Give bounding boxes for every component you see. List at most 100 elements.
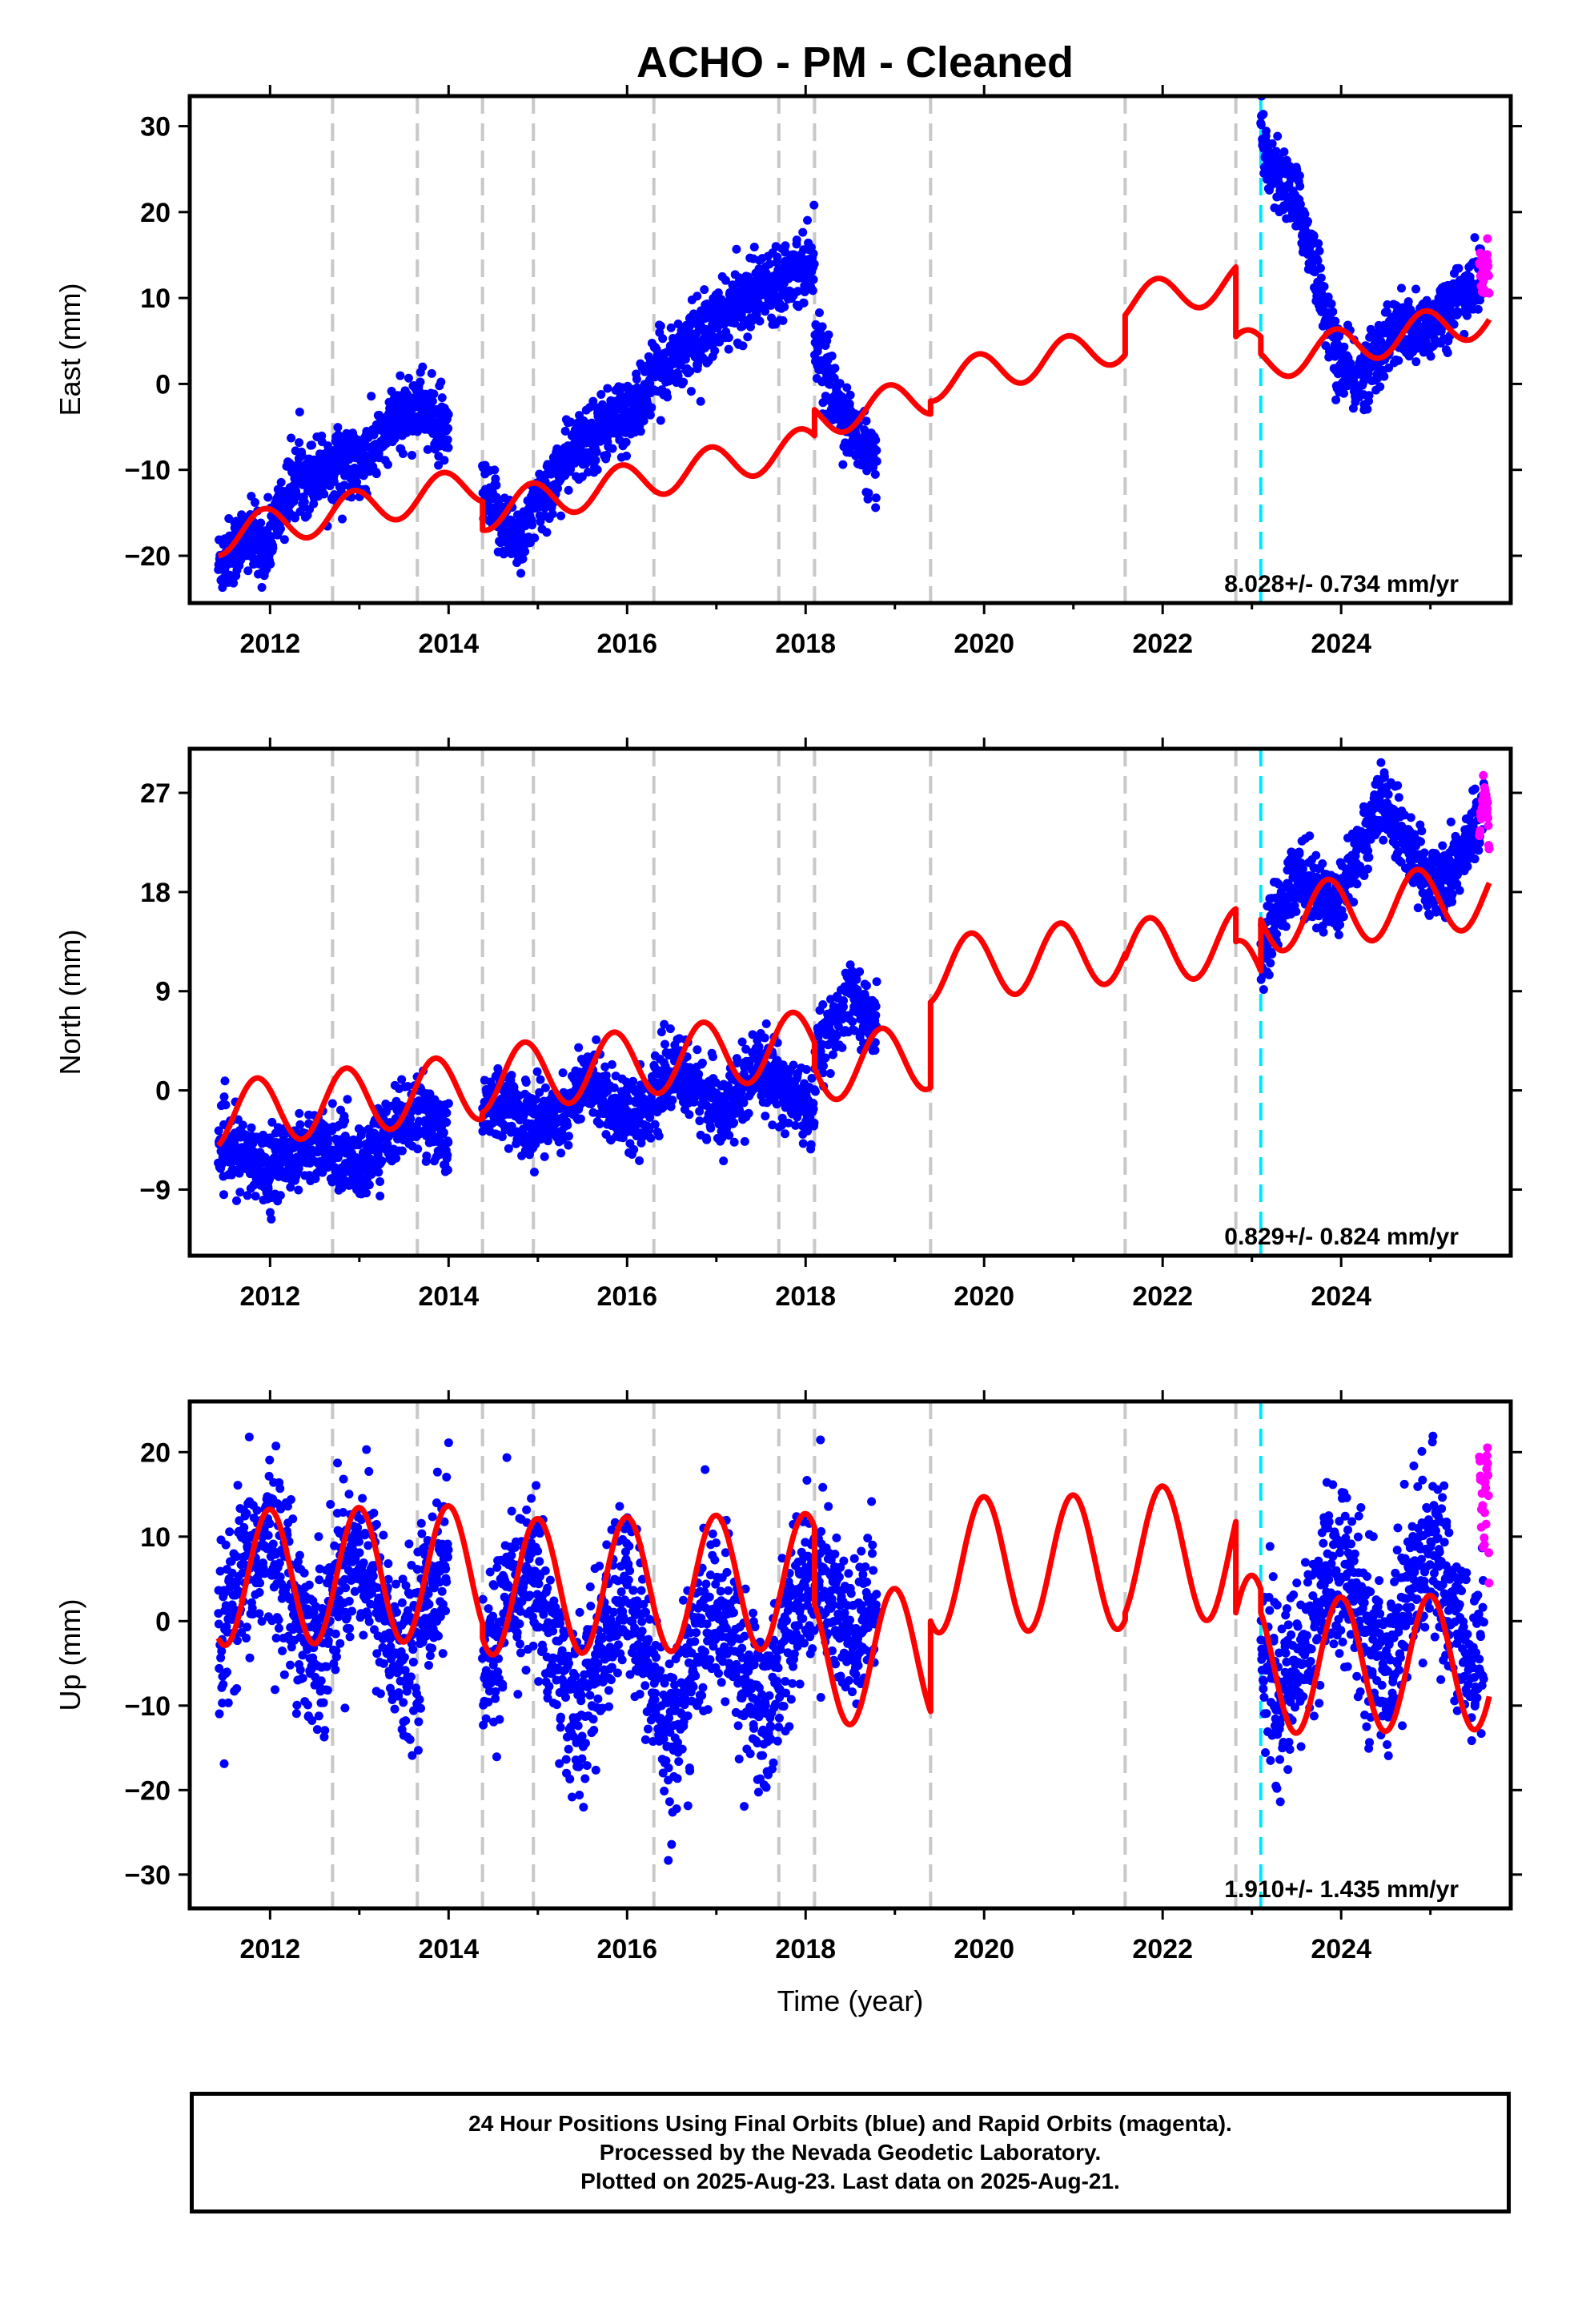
north-final-point [558, 1068, 568, 1078]
north-final-point [821, 1053, 830, 1063]
east-final-point [730, 319, 740, 328]
east-final-point [1323, 292, 1333, 302]
east-final-point [702, 299, 712, 308]
north-final-point [535, 1088, 544, 1097]
east-final-point [802, 273, 812, 283]
east-final-point [566, 417, 576, 427]
east-final-point [1375, 382, 1385, 392]
north-final-point [574, 1043, 584, 1052]
north-final-point [275, 1191, 285, 1200]
north-final-point [754, 1042, 764, 1051]
east-final-point [872, 456, 881, 466]
east-final-point [1363, 404, 1372, 414]
east-final-point [371, 469, 381, 479]
north-final-point [809, 1118, 819, 1128]
east-final-point [499, 549, 508, 559]
north-final-point [702, 1135, 712, 1144]
east-final-point [1261, 127, 1271, 136]
east-final-point [256, 518, 266, 528]
north-final-point [848, 1017, 857, 1027]
east-final-point [319, 489, 329, 499]
east-final-point [1411, 357, 1421, 367]
east-final-point [1295, 181, 1305, 191]
east-final-point [838, 460, 848, 469]
east-final-point [686, 387, 696, 396]
east-final-point [490, 465, 500, 475]
north-final-point [391, 1153, 401, 1163]
east-final-point [404, 373, 413, 383]
north-final-point [761, 1019, 771, 1028]
east-final-point [329, 476, 339, 486]
north-final-point [422, 1151, 432, 1160]
north-final-point [850, 1026, 860, 1035]
north-final-point [564, 1132, 573, 1141]
north-final-point [685, 1110, 694, 1120]
east-final-point [808, 286, 817, 296]
east-y-axis-label: East (mm) [54, 283, 86, 416]
north-final-point [507, 1071, 516, 1080]
east-final-point [696, 396, 705, 406]
east-final-point [830, 364, 840, 373]
east-final-point [845, 399, 854, 408]
east-final-point [542, 528, 552, 537]
north-final-point [695, 1116, 705, 1126]
east-final-point [279, 535, 289, 545]
north-final-point [621, 1077, 631, 1087]
east-final-point [871, 493, 881, 503]
east-final-point [1295, 199, 1305, 209]
north-final-point [666, 1102, 676, 1112]
north-final-point [238, 1120, 247, 1130]
east-final-point [1259, 110, 1268, 119]
north-final-point [219, 1190, 228, 1200]
north-final-point [529, 1168, 539, 1177]
east-final-point [444, 443, 453, 452]
north-final-point [650, 1120, 660, 1129]
north-final-point [748, 1030, 757, 1039]
east-final-point [645, 410, 655, 420]
east-final-point [1295, 171, 1304, 180]
east-y-tick-label: 20 [140, 198, 171, 228]
east-final-point [297, 451, 307, 460]
north-final-point [660, 1019, 669, 1029]
east-final-point [436, 377, 446, 387]
east-final-point [814, 308, 824, 318]
north-final-point [825, 995, 835, 1004]
north-final-point [444, 1137, 453, 1147]
east-final-point [218, 583, 227, 593]
north-final-point [235, 1188, 245, 1197]
east-final-point [1403, 297, 1413, 307]
east-final-point [229, 578, 239, 588]
east-final-point [427, 368, 436, 378]
east-final-point [1443, 348, 1452, 357]
north-final-point [833, 1022, 843, 1031]
east-final-point [1383, 300, 1392, 309]
north-final-point [656, 1027, 666, 1037]
east-final-point [721, 275, 730, 285]
north-final-point [397, 1146, 407, 1156]
east-final-point [738, 341, 748, 351]
north-final-point [832, 1031, 841, 1040]
east-frame [187, 94, 1513, 605]
east-final-point [803, 215, 813, 225]
north-final-point [231, 1196, 241, 1205]
east-final-point [681, 355, 690, 364]
east-final-point [1331, 395, 1341, 404]
east-final-point [743, 332, 753, 342]
east-final-point [592, 465, 602, 475]
north-final-point [340, 1116, 350, 1126]
east-final-point [1449, 320, 1459, 329]
north-final-point [852, 975, 861, 984]
north-final-point [871, 1002, 881, 1011]
north-final-point [403, 1081, 412, 1091]
north-final-point [219, 1092, 229, 1102]
north-final-point [762, 1098, 772, 1108]
north-final-point [263, 1184, 273, 1193]
east-final-point [1473, 304, 1483, 314]
east-final-point [809, 275, 818, 284]
east-final-point [295, 408, 304, 417]
north-final-point [294, 1185, 303, 1195]
north-final-point [789, 1060, 798, 1070]
north-final-point [733, 1058, 742, 1068]
east-final-point [290, 513, 299, 523]
east-final-point [658, 334, 668, 344]
